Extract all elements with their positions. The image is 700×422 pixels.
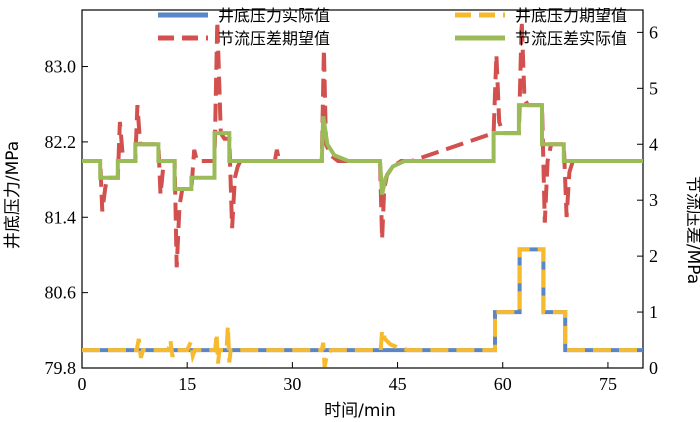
- right-tick-label: 3: [649, 190, 658, 210]
- x-tick-label: 45: [389, 374, 407, 394]
- x-tick-label: 75: [599, 374, 617, 394]
- plot-border: [81, 9, 644, 369]
- left-tick-label: 79.8: [45, 358, 77, 378]
- right-tick-label: 5: [649, 78, 658, 98]
- x-tick-label: 0: [78, 374, 87, 394]
- right-tick-label: 6: [649, 22, 658, 42]
- series-line-1: [82, 247, 643, 353]
- legend-label: 井底压力期望值: [515, 6, 627, 25]
- legend-label: 节流压差实际值: [515, 29, 627, 48]
- plot-frame: [81, 9, 644, 369]
- legend-label: 井底压力实际值: [218, 6, 330, 25]
- left-tick-label: 81.4: [45, 207, 77, 227]
- x-tick-label: 60: [494, 374, 512, 394]
- left-tick-label: 80.6: [45, 283, 77, 303]
- right-tick-label: 0: [649, 358, 658, 378]
- right-axis-title: 节流压差/MPa: [683, 176, 700, 284]
- right-tick-label: 1: [649, 302, 658, 322]
- x-tick-label: 30: [283, 374, 301, 394]
- series-layer: [82, 21, 643, 368]
- left-tick-label: 83.0: [45, 57, 77, 77]
- legend-label: 节流压差期望值: [218, 29, 330, 48]
- x-axis-title: 时间/min: [324, 401, 396, 421]
- left-tick-label: 82.2: [45, 132, 77, 152]
- right-tick-label: 4: [649, 134, 658, 154]
- right-tick-label: 2: [649, 246, 658, 266]
- series-line-4: [82, 103, 643, 196]
- x-tick-label: 15: [178, 374, 196, 394]
- left-axis-title: 井底压力/MPa: [3, 141, 23, 249]
- series-line-2: [82, 247, 643, 368]
